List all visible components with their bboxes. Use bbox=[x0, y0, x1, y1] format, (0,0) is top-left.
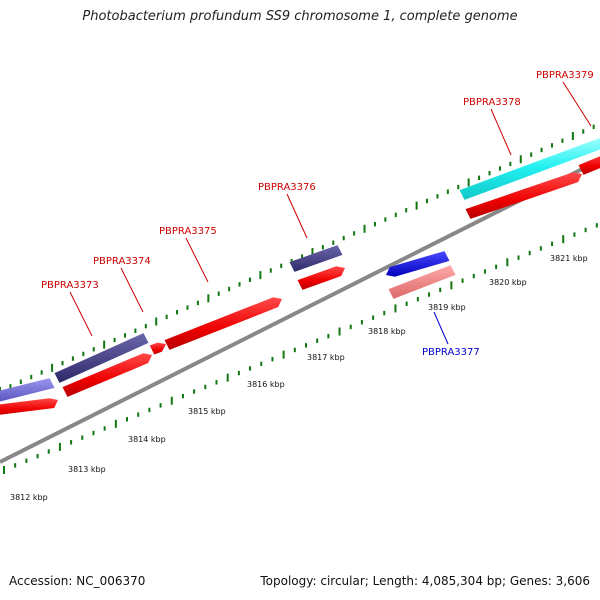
gene-label[interactable]: PBPRA3377 bbox=[422, 347, 480, 358]
gene-leader-line bbox=[433, 311, 449, 345]
kbp-label: 3820 kbp bbox=[489, 278, 527, 287]
gene-labels: PBPRA3373 PBPRA3374 PBPRA3375 PBPRA3376 PBPR… bbox=[41, 70, 594, 358]
kbp-label: 3814 kbp bbox=[128, 435, 166, 444]
gene-label[interactable]: PBPRA3376 bbox=[258, 182, 316, 193]
gene-arrow[interactable] bbox=[297, 266, 345, 290]
gene-arrow[interactable] bbox=[289, 245, 343, 272]
gene-arrow[interactable] bbox=[386, 251, 450, 277]
gene-arrow[interactable] bbox=[388, 265, 456, 299]
map-title: Photobacterium profundum SS9 chromosome … bbox=[82, 9, 518, 24]
gene-arrow[interactable] bbox=[465, 172, 582, 219]
kbp-label: 3817 kbp bbox=[307, 353, 345, 362]
gene-arrow[interactable] bbox=[164, 297, 282, 350]
gene-leader-line bbox=[185, 237, 209, 283]
kbp-label: 3816 kbp bbox=[247, 380, 285, 389]
kbp-label: 3818 kbp bbox=[368, 327, 406, 336]
gene-label[interactable]: PBPRA3379 bbox=[536, 70, 594, 81]
gene-arrow[interactable] bbox=[578, 153, 600, 175]
gene-label[interactable]: PBPRA3378 bbox=[463, 97, 521, 108]
gene-label[interactable]: PBPRA3373 bbox=[41, 280, 99, 291]
kbp-scale-labels: 3812 kbp 3813 kbp 3814 kbp 3815 kbp 3816 kbp… bbox=[10, 254, 588, 502]
gene-arrow[interactable] bbox=[0, 398, 58, 417]
kbp-label: 3813 kbp bbox=[68, 465, 106, 474]
topology-text: Topology: circular; Length: 4,085,304 bp… bbox=[260, 574, 590, 588]
gene-label[interactable]: PBPRA3375 bbox=[159, 226, 217, 237]
gene-leader-line bbox=[69, 291, 93, 337]
kbp-label: 3819 kbp bbox=[428, 303, 466, 312]
kbp-label: 3821 kbp bbox=[550, 254, 588, 263]
label-leader-lines bbox=[69, 81, 592, 345]
gene-leader-line bbox=[286, 193, 308, 239]
gene-arrow[interactable] bbox=[54, 333, 149, 383]
kbp-label: 3815 kbp bbox=[188, 407, 226, 416]
kbp-label: 3812 kbp bbox=[10, 493, 48, 502]
gene-features bbox=[0, 135, 600, 417]
gene-leader-line bbox=[562, 81, 592, 127]
gene-arrow[interactable] bbox=[0, 378, 55, 404]
gene-arrow[interactable] bbox=[62, 353, 152, 397]
gene-leader-line bbox=[490, 108, 512, 156]
kbp-tick-tracks bbox=[0, 124, 598, 474]
gene-label[interactable]: PBPRA3374 bbox=[93, 256, 151, 267]
gene-arrow[interactable] bbox=[149, 342, 166, 355]
gene-leader-line bbox=[120, 267, 144, 313]
gene-arrow[interactable] bbox=[459, 135, 600, 200]
accession-text: Accession: NC_006370 bbox=[9, 574, 146, 588]
